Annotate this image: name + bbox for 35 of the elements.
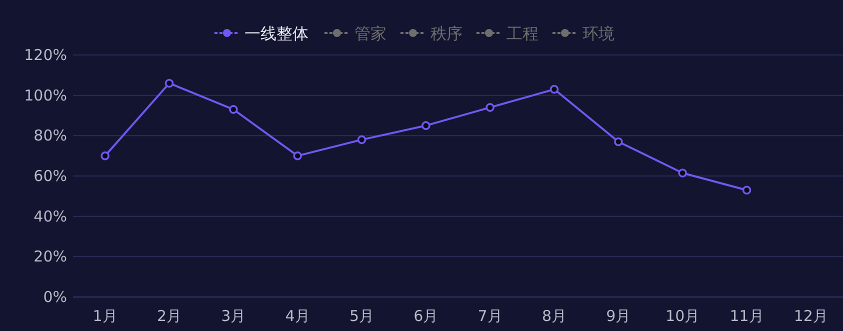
x-tick-label: 4月 bbox=[285, 307, 310, 325]
x-tick-label: 12月 bbox=[794, 307, 828, 325]
x-tick-label: 11月 bbox=[730, 307, 764, 325]
legend-label: 管家 bbox=[354, 24, 386, 43]
y-tick-label: 20% bbox=[34, 248, 67, 266]
point bbox=[742, 186, 752, 195]
x-tick-label: 8月 bbox=[542, 307, 567, 325]
point bbox=[100, 151, 110, 160]
legend-label: 一线整体 bbox=[244, 24, 308, 43]
y-tick-label: 120% bbox=[24, 46, 67, 64]
legend-label: 秩序 bbox=[430, 24, 462, 43]
point bbox=[164, 78, 174, 88]
x-tick-label: 5月 bbox=[349, 307, 374, 325]
x-tick-label: 3月 bbox=[221, 307, 246, 325]
x-tick-label: 10月 bbox=[666, 307, 700, 325]
y-tick-label: 100% bbox=[24, 86, 67, 104]
point bbox=[229, 105, 238, 114]
x-tick-label: 6月 bbox=[414, 307, 438, 325]
point bbox=[293, 151, 302, 160]
legend-label: 工程 bbox=[506, 24, 538, 43]
point bbox=[614, 137, 623, 146]
point bbox=[357, 135, 366, 144]
point bbox=[678, 168, 687, 178]
x-tick-label: 9月 bbox=[606, 307, 631, 325]
x-tick-label: 1月 bbox=[92, 307, 118, 325]
x-tick-label: 2月 bbox=[156, 307, 182, 325]
y-tick-label: 40% bbox=[34, 207, 67, 226]
x-tick-label: 7月 bbox=[478, 307, 502, 325]
point bbox=[422, 121, 430, 130]
y-tick-label: 80% bbox=[34, 126, 67, 145]
legend-label: 环境 bbox=[582, 24, 614, 43]
point bbox=[550, 84, 559, 94]
y-tick-label: 60% bbox=[34, 167, 67, 185]
y-tick-label: 0% bbox=[43, 288, 67, 306]
point bbox=[486, 103, 494, 112]
